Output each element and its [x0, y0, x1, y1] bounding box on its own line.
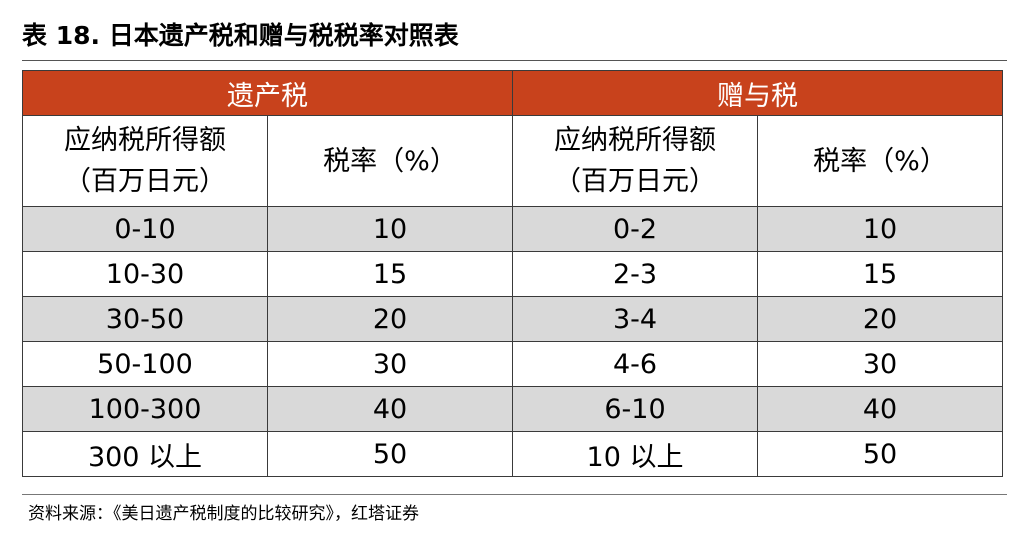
gift-rate-cell: 15	[757, 251, 1003, 297]
gift-bracket-cell: 10 以上	[512, 431, 758, 477]
source-divider	[22, 494, 1007, 495]
inheritance-rate-header: 税率（%）	[267, 115, 513, 207]
column-header-row: 应纳税所得额 （百万日元） 税率（%） 应纳税所得额 （百万日元） 税率（%）	[22, 115, 1003, 207]
inheritance-rate-cell: 50	[267, 431, 513, 477]
gift-rate-cell: 50	[757, 431, 1003, 477]
inheritance-bracket-cell: 100-300	[22, 386, 268, 432]
table-title: 表 18. 日本遗产税和赠与税税率对照表	[22, 21, 459, 50]
group-header-row: 遗产税 赠与税	[22, 70, 1003, 116]
table-row: 0-10 10 0-2 10	[22, 206, 1003, 252]
table-row: 300 以上 50 10 以上 50	[22, 431, 1003, 477]
source-note: 资料来源：《美日遗产税制度的比较研究》，红塔证券	[28, 504, 419, 524]
inheritance-bracket-cell: 30-50	[22, 296, 268, 342]
gift-rate-cell: 20	[757, 296, 1003, 342]
gift-bracket-header-line2: （百万日元）	[554, 166, 716, 197]
gift-bracket-header: 应纳税所得额 （百万日元）	[512, 115, 758, 207]
title-divider	[22, 60, 1007, 61]
inheritance-tax-header: 遗产税	[22, 70, 513, 116]
gift-bracket-cell: 0-2	[512, 206, 758, 252]
inheritance-bracket-cell: 50-100	[22, 341, 268, 387]
gift-bracket-cell: 3-4	[512, 296, 758, 342]
gift-bracket-cell: 2-3	[512, 251, 758, 297]
gift-rate-cell: 10	[757, 206, 1003, 252]
table-row: 10-30 15 2-3 15	[22, 251, 1003, 297]
gift-rate-cell: 40	[757, 386, 1003, 432]
inheritance-bracket-header: 应纳税所得额 （百万日元）	[22, 115, 268, 207]
inheritance-rate-cell: 15	[267, 251, 513, 297]
inheritance-bracket-cell: 300 以上	[22, 431, 268, 477]
gift-rate-cell: 30	[757, 341, 1003, 387]
inheritance-rate-cell: 10	[267, 206, 513, 252]
table-row: 100-300 40 6-10 40	[22, 386, 1003, 432]
gift-rate-header: 税率（%）	[757, 115, 1003, 207]
inheritance-bracket-header-line2: （百万日元）	[64, 166, 226, 197]
inheritance-bracket-cell: 0-10	[22, 206, 268, 252]
table-row: 30-50 20 3-4 20	[22, 296, 1003, 342]
gift-bracket-cell: 4-6	[512, 341, 758, 387]
inheritance-rate-cell: 20	[267, 296, 513, 342]
inheritance-rate-cell: 30	[267, 341, 513, 387]
inheritance-rate-cell: 40	[267, 386, 513, 432]
tax-rate-table: 遗产税 赠与税 应纳税所得额 （百万日元） 税率（%） 应纳税所得额 （百万日元…	[22, 70, 1003, 477]
inheritance-bracket-cell: 10-30	[22, 251, 268, 297]
inheritance-bracket-header-line1: 应纳税所得额	[64, 125, 226, 156]
gift-tax-header: 赠与税	[512, 70, 1003, 116]
gift-bracket-header-line1: 应纳税所得额	[554, 125, 716, 156]
table-row: 50-100 30 4-6 30	[22, 341, 1003, 387]
gift-bracket-cell: 6-10	[512, 386, 758, 432]
